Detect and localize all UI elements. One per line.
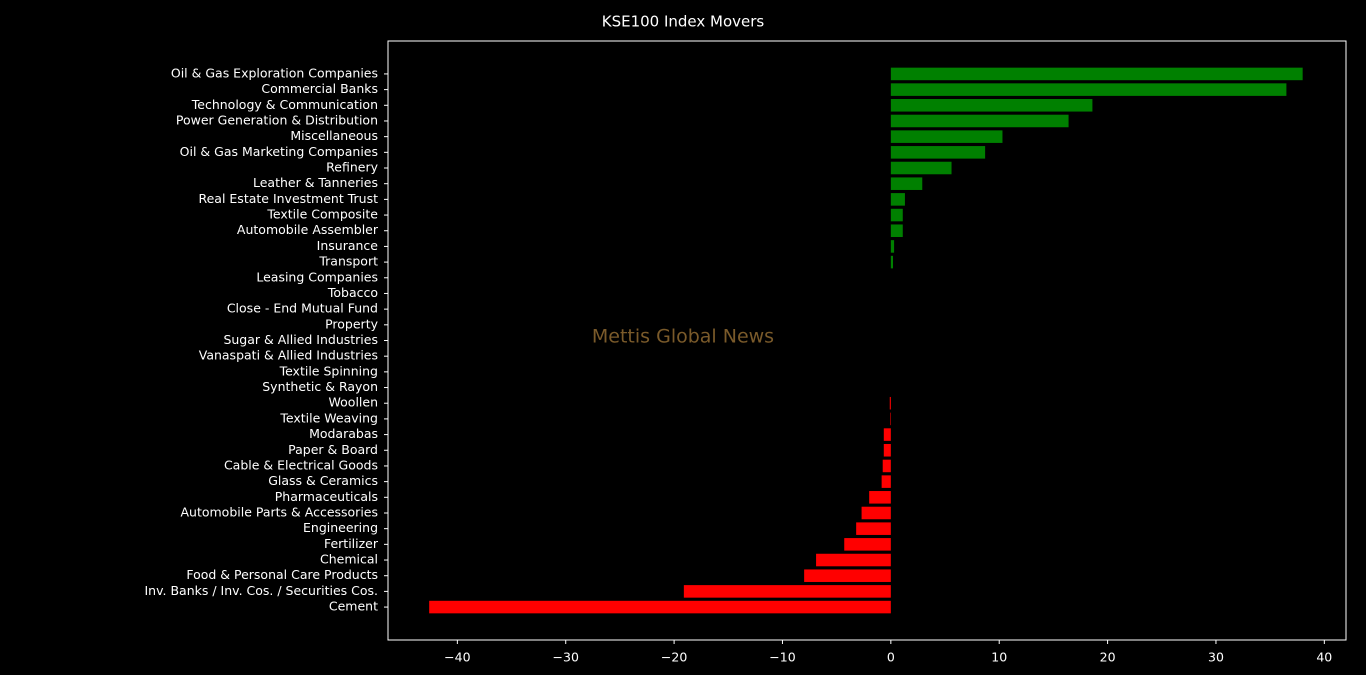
bar xyxy=(890,99,1093,112)
bar xyxy=(889,396,891,410)
bar xyxy=(683,585,891,598)
x-tick-label: −40 xyxy=(444,650,470,665)
bar xyxy=(890,130,1003,143)
x-tick-label: 40 xyxy=(1316,650,1332,665)
y-tick-label: Inv. Banks / Inv. Cos. / Securities Cos. xyxy=(145,583,379,598)
y-tick-label: Leather & Tanneries xyxy=(253,175,378,190)
y-tick-label: Power Generation & Distribution xyxy=(176,112,378,127)
bar xyxy=(856,522,891,535)
y-tick-label: Leasing Companies xyxy=(256,269,378,284)
y-tick-label: Automobile Assembler xyxy=(237,222,379,237)
bar xyxy=(881,475,891,488)
y-tick-label: Cement xyxy=(329,599,378,614)
y-tick-label: Food & Personal Care Products xyxy=(186,567,378,582)
y-tick-label: Chemical xyxy=(320,552,378,567)
bar xyxy=(844,538,891,551)
y-tick-label: Synthetic & Rayon xyxy=(262,379,378,394)
x-tick-label: 0 xyxy=(887,650,895,665)
bar xyxy=(890,193,905,206)
bar xyxy=(890,412,891,426)
bar xyxy=(890,177,923,190)
y-tick-label: Modarabas xyxy=(309,426,378,441)
y-tick-label: Sugar & Allied Industries xyxy=(223,332,378,347)
bar xyxy=(816,553,891,567)
y-tick-label: Fertilizer xyxy=(324,536,379,551)
x-tick-label: 20 xyxy=(1100,650,1116,665)
y-tick-label: Property xyxy=(325,316,378,331)
chart-title: KSE100 Index Movers xyxy=(602,13,765,31)
bar xyxy=(890,208,903,222)
watermark: Mettis Global News xyxy=(592,326,774,348)
bar xyxy=(890,114,1069,128)
y-tick-label: Refinery xyxy=(326,160,378,175)
y-tick-label: Miscellaneous xyxy=(290,128,378,143)
y-tick-label: Textile Spinning xyxy=(279,363,378,378)
x-tick-label: 30 xyxy=(1208,650,1224,665)
y-tick-label: Cable & Electrical Goods xyxy=(224,457,378,472)
bar xyxy=(890,161,952,175)
bar xyxy=(869,491,891,504)
y-tick-label: Oil & Gas Marketing Companies xyxy=(180,144,378,159)
bar xyxy=(890,240,895,253)
bar xyxy=(883,443,891,457)
y-tick-label: Insurance xyxy=(317,238,379,253)
y-tick-label: Woollen xyxy=(329,395,378,410)
x-tick-label: −30 xyxy=(553,650,579,665)
y-tick-label: Glass & Ceramics xyxy=(268,473,378,488)
x-tick-label: −10 xyxy=(769,650,795,665)
y-tick-label: Textile Composite xyxy=(266,207,378,222)
y-tick-label: Technology & Communication xyxy=(191,97,378,112)
y-tick-label: Oil & Gas Exploration Companies xyxy=(171,65,378,80)
y-tick-label: Paper & Board xyxy=(288,442,378,457)
y-tick-label: Close - End Mutual Fund xyxy=(227,301,378,316)
bar xyxy=(890,83,1287,96)
y-tick-label: Textile Weaving xyxy=(279,410,378,425)
bar xyxy=(890,224,903,238)
x-tick-label: −20 xyxy=(661,650,687,665)
x-tick-label: 10 xyxy=(991,650,1007,665)
y-tick-label: Vanaspati & Allied Industries xyxy=(199,348,378,363)
bar xyxy=(882,459,891,473)
bar xyxy=(883,428,891,441)
y-tick-label: Pharmaceuticals xyxy=(275,489,378,504)
y-tick-label: Automobile Parts & Accessories xyxy=(180,504,378,519)
y-tick-label: Transport xyxy=(318,254,378,269)
bar xyxy=(429,600,891,614)
bar xyxy=(890,67,1303,81)
y-tick-label: Real Estate Investment Trust xyxy=(198,191,378,206)
y-tick-label: Engineering xyxy=(303,520,378,535)
bar xyxy=(890,255,894,269)
bar xyxy=(890,146,986,159)
bar xyxy=(804,569,891,582)
y-tick-label: Commercial Banks xyxy=(261,81,378,96)
bar xyxy=(861,506,891,520)
y-tick-label: Tobacco xyxy=(327,285,378,300)
